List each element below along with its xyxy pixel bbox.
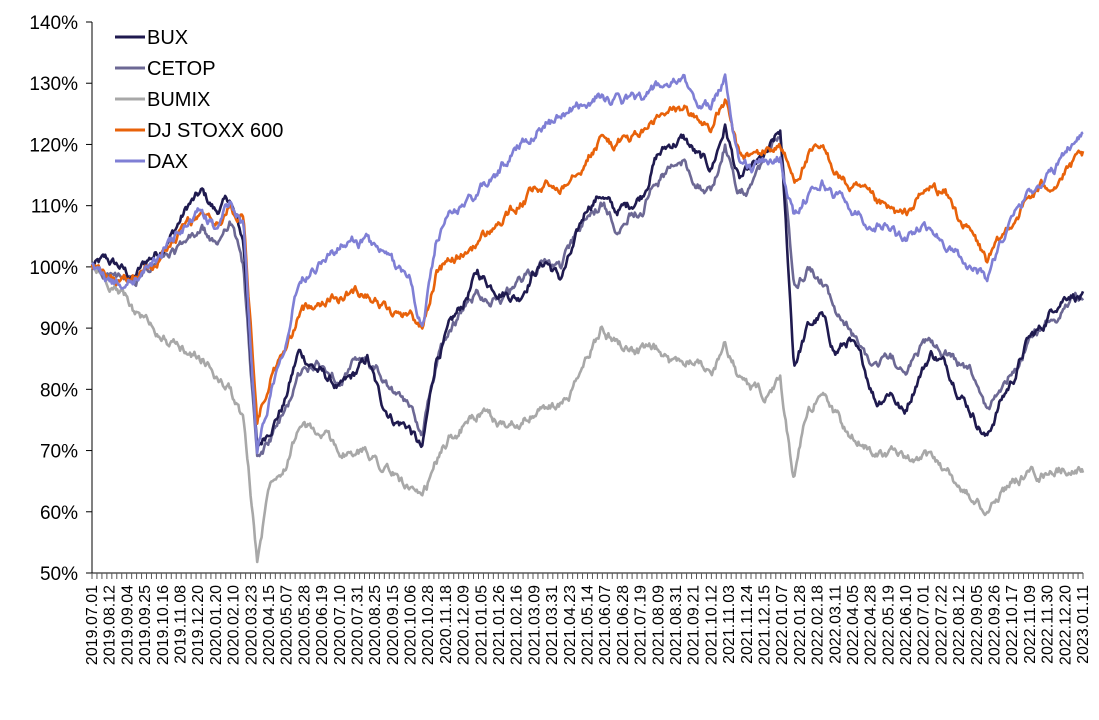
x-tick-label: 2020.05.28: [296, 585, 313, 665]
x-tick-label: 2020.11.18: [438, 585, 455, 664]
series-line-bumix: [91, 264, 1085, 564]
x-tick-label: 2022.07.22: [933, 585, 950, 665]
y-tick-label: 90%: [40, 319, 78, 340]
x-tick-label: 2020.10.06: [403, 585, 420, 665]
x-tick-label: 2022.12.20: [1057, 585, 1074, 665]
x-tick-label: 2019.09.04: [119, 585, 136, 665]
x-tick-label: 2021.08.09: [650, 585, 667, 665]
x-tick-label: 2022.09.26: [987, 585, 1004, 665]
x-tick-label: 2021.04.23: [562, 585, 579, 665]
x-tick-label: 2022.08.12: [951, 585, 968, 665]
x-tick-label: 2022.02.18: [810, 585, 827, 665]
legend-label: DAX: [147, 151, 188, 173]
x-tick-label: 2020.08.25: [367, 585, 384, 665]
x-tick-label: 2020.09.15: [385, 585, 402, 665]
x-tick-label: 2022.11.30: [1040, 585, 1057, 664]
y-axis: 50% 60% 70% 80% 90% 100% 110% 120% 130% 140%: [29, 13, 93, 585]
series-lines: [90, 73, 1085, 564]
x-tick-label: 2021.03.09: [526, 585, 543, 665]
x-tick-label: 2019.11.08: [172, 585, 189, 664]
x-tick-label: 2021.11.24: [739, 585, 756, 664]
series-line-dj-stoxx-600: [90, 98, 1085, 426]
x-tick-label: 2019.07.01: [84, 585, 101, 665]
series-line-bux: [91, 123, 1085, 449]
x-tick-label: 2022.05.19: [880, 585, 897, 665]
x-tick-label: 2019.08.12: [102, 585, 119, 665]
x-tick-label: 2021.03.31: [544, 585, 561, 665]
x-tick-label: 2019.10.16: [155, 585, 172, 665]
y-tick-label: 50%: [40, 564, 78, 585]
x-tick-label: 2021.12.15: [756, 585, 773, 665]
x-tick-label: 2021.01.05: [473, 585, 490, 665]
x-tick-label: 2020.07.31: [349, 585, 366, 665]
x-tick-label: 2022.01.07: [774, 585, 791, 665]
x-tick-label: 2021.05.14: [580, 585, 597, 665]
x-tick-label: 2020.07.10: [332, 585, 349, 665]
x-tick-label: 2022.11.09: [1022, 585, 1039, 664]
x-tick-label: 2022.03.11: [827, 585, 844, 664]
x-tick-label: 2019.09.25: [137, 585, 154, 665]
x-tick-label: 2021.02.16: [509, 585, 526, 665]
series-line-dax: [91, 73, 1084, 455]
y-tick-label: 60%: [40, 503, 78, 524]
y-tick-label: 70%: [40, 442, 78, 463]
x-tick-label: 2021.06.07: [597, 585, 614, 665]
x-tick-label: 2021.08.31: [668, 585, 685, 665]
x-tick-label: 2022.01.28: [792, 585, 809, 665]
legend-label: BUMIX: [147, 89, 210, 111]
x-tick-label: 2021.06.28: [615, 585, 632, 665]
x-tick-label: 2021.07.19: [633, 585, 650, 665]
x-tick-label: 2021.09.21: [686, 585, 703, 665]
x-tick-label: 2022.04.05: [845, 585, 862, 665]
x-tick-label: 2022.04.28: [863, 585, 880, 665]
series-line-cetop: [90, 135, 1085, 458]
x-tick-label: 2021.10.12: [703, 585, 720, 665]
y-tick-label: 100%: [29, 258, 78, 279]
x-tick-label: 2019.12.20: [190, 585, 207, 665]
x-tick-label: 2022.10.17: [1004, 585, 1021, 665]
y-tick-label: 110%: [31, 197, 78, 218]
legend-label: DJ STOXX 600: [147, 120, 283, 142]
x-tick-label: 2022.09.05: [969, 585, 986, 665]
x-tick-label: 2020.10.28: [420, 585, 437, 665]
x-tick-label: 2020.03.23: [243, 585, 260, 665]
x-tick-label: 2020.05.07: [279, 585, 296, 665]
x-tick-label: 2020.06.19: [314, 585, 331, 665]
x-tick-label: 2020.12.09: [456, 585, 473, 665]
x-tick-label: 2022.06.10: [898, 585, 915, 665]
legend-label: CETOP: [147, 58, 216, 80]
x-tick-label: 2021.01.26: [491, 585, 508, 665]
x-tick-label: 2021.11.03: [721, 585, 738, 664]
x-tick-label: 2022.07.01: [916, 585, 933, 665]
x-tick-label: 2020.04.15: [261, 585, 278, 665]
x-axis: 2019.07.01 2019.08.12 2019.09.04 2019.09.25…: [84, 572, 1092, 665]
y-tick-label: 140%: [29, 13, 78, 34]
legend-label: BUX: [147, 27, 188, 49]
y-tick-label: 130%: [29, 74, 78, 95]
x-tick-label: 2020.01.20: [208, 585, 225, 665]
y-tick-label: 80%: [40, 380, 78, 401]
y-tick-label: 120%: [29, 135, 78, 156]
x-tick-label: 2023.01.11: [1075, 585, 1092, 664]
x-tick-label: 2020.02.10: [226, 585, 243, 665]
legend: BUX CETOP BUMIX DJ STOXX 600 DAX: [115, 27, 283, 173]
